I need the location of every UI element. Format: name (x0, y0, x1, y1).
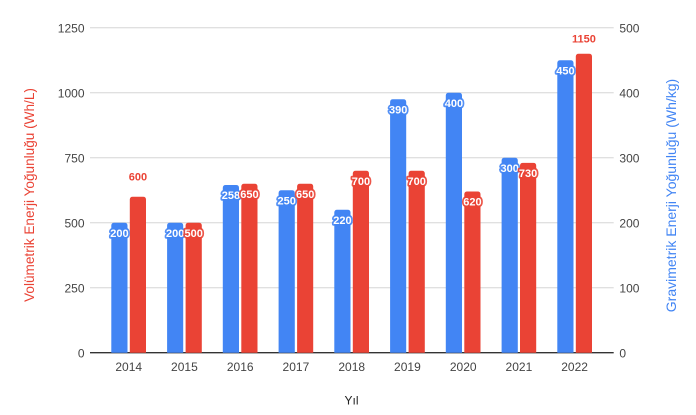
svg-text:1150: 1150 (572, 33, 596, 45)
svg-text:220: 220 (333, 215, 351, 227)
svg-text:220: 220 (333, 215, 351, 227)
svg-text:500: 500 (64, 217, 84, 231)
svg-text:Gravimetrik Enerji Yoğunluğu (: Gravimetrik Enerji Yoğunluğu (Wh/kg) (663, 79, 679, 312)
svg-text:500: 500 (185, 228, 203, 240)
svg-text:700: 700 (352, 176, 370, 188)
svg-text:250: 250 (278, 195, 296, 207)
svg-text:390: 390 (389, 104, 407, 116)
svg-text:650: 650 (240, 189, 258, 201)
svg-text:700: 700 (408, 176, 426, 188)
svg-text:258: 258 (222, 190, 240, 202)
svg-text:2021: 2021 (506, 360, 533, 374)
svg-text:200: 200 (619, 217, 639, 231)
svg-text:300: 300 (501, 163, 519, 175)
svg-text:300: 300 (501, 163, 519, 175)
svg-text:650: 650 (296, 189, 314, 201)
svg-text:730: 730 (519, 168, 537, 180)
svg-text:2018: 2018 (338, 360, 365, 374)
svg-text:2020: 2020 (450, 360, 477, 374)
svg-text:700: 700 (408, 176, 426, 188)
svg-text:200: 200 (110, 228, 128, 240)
svg-text:258: 258 (222, 190, 240, 202)
svg-text:620: 620 (463, 197, 481, 209)
svg-text:300: 300 (619, 152, 639, 166)
svg-text:650: 650 (240, 189, 258, 201)
svg-text:400: 400 (445, 98, 463, 110)
svg-text:2016: 2016 (227, 360, 254, 374)
svg-text:Volümetrik Enerji Yoğunluğu (W: Volümetrik Enerji Yoğunluğu (Wh/L) (22, 88, 37, 302)
svg-text:200: 200 (166, 228, 184, 240)
svg-text:390: 390 (389, 104, 407, 116)
svg-text:250: 250 (278, 195, 296, 207)
svg-text:0: 0 (78, 347, 85, 361)
svg-text:200: 200 (110, 228, 128, 240)
svg-text:700: 700 (352, 176, 370, 188)
svg-text:1000: 1000 (58, 87, 85, 101)
svg-text:Yıl: Yıl (344, 393, 358, 407)
svg-text:1250: 1250 (58, 22, 85, 36)
svg-text:650: 650 (296, 189, 314, 201)
svg-text:500: 500 (185, 228, 203, 240)
svg-text:250: 250 (64, 282, 84, 296)
svg-text:600: 600 (129, 172, 147, 184)
svg-text:400: 400 (445, 98, 463, 110)
svg-text:0: 0 (619, 347, 626, 361)
svg-text:450: 450 (556, 65, 574, 77)
svg-text:450: 450 (556, 65, 574, 77)
svg-text:750: 750 (64, 152, 84, 166)
svg-text:200: 200 (166, 228, 184, 240)
svg-text:2022: 2022 (561, 360, 588, 374)
svg-text:100: 100 (619, 282, 639, 296)
svg-text:2014: 2014 (115, 360, 142, 374)
svg-text:620: 620 (463, 197, 481, 209)
svg-text:500: 500 (619, 22, 639, 36)
svg-text:2017: 2017 (283, 360, 310, 374)
svg-text:2015: 2015 (171, 360, 198, 374)
svg-text:400: 400 (619, 87, 639, 101)
svg-text:2019: 2019 (394, 360, 421, 374)
svg-text:730: 730 (519, 168, 537, 180)
